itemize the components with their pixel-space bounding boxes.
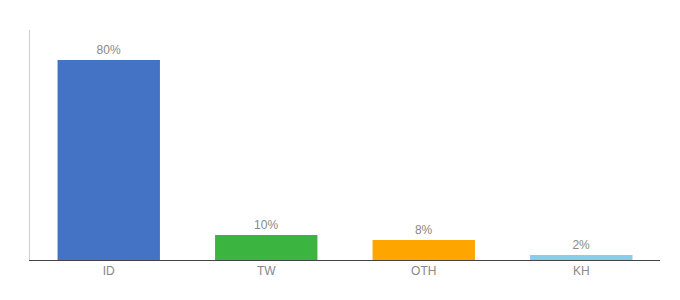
svg-text:OTH: OTH bbox=[411, 264, 436, 278]
svg-text:TW: TW bbox=[257, 264, 276, 278]
svg-text:10%: 10% bbox=[254, 218, 278, 232]
svg-text:80%: 80% bbox=[97, 43, 121, 57]
svg-text:KH: KH bbox=[573, 264, 590, 278]
svg-text:8%: 8% bbox=[415, 223, 433, 237]
svg-text:2%: 2% bbox=[572, 238, 590, 252]
svg-text:ID: ID bbox=[103, 264, 115, 278]
